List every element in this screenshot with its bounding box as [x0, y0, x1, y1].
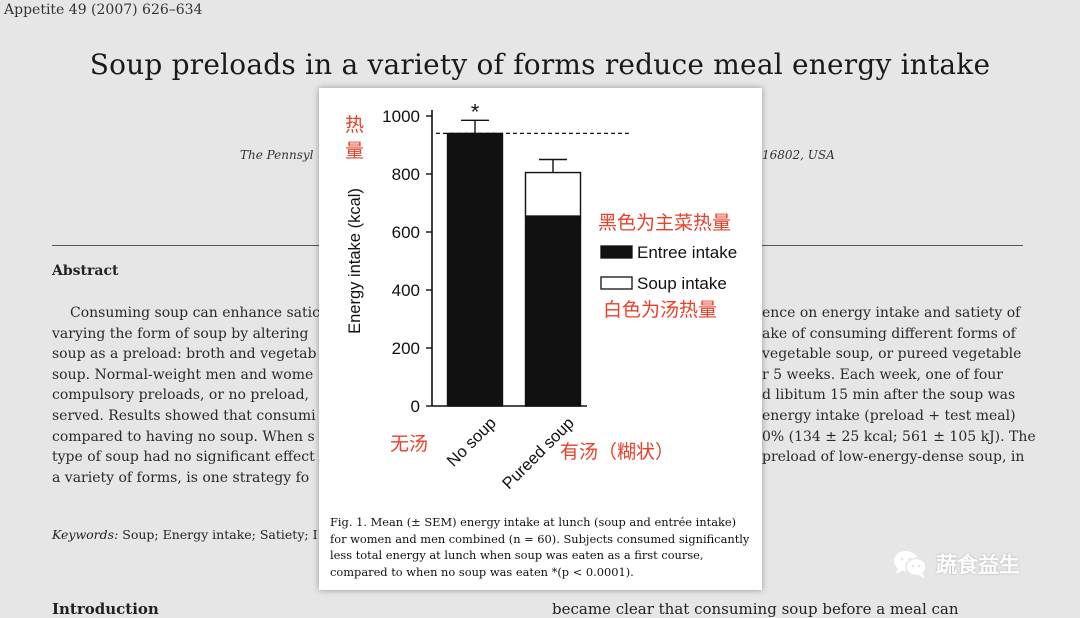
y-axis-label: Energy intake (kcal) [346, 188, 364, 334]
energy-intake-chart: 0 200 400 600 800 1000 Energy intake (kcal) No … [346, 99, 737, 493]
abstract-line: 0% (134 ± 25 kcal; 561 ± 105 kJ). The [762, 428, 1036, 445]
body-text-fragment: became clear that consuming soup before … [552, 600, 959, 618]
x-tick-label: No soup [444, 414, 500, 470]
y-tick-label: 200 [392, 339, 420, 358]
annotation-with-soup: 有汤（糊状） [560, 441, 675, 463]
affiliation-fragment-left: The Pennsyl [240, 148, 314, 162]
abstract-line: compulsory preloads, or no preload, [52, 387, 309, 404]
annotation-black-entree: 黑色为主菜热量 [598, 212, 732, 234]
abstract-line: r 5 weeks. Each week, one of four [762, 366, 1003, 383]
wechat-icon [894, 551, 927, 578]
watermark-text: 蔬食益生 [936, 553, 1020, 577]
keywords-text: Soup; Energy intake; Satiety; I [118, 527, 318, 542]
y-tick-label: 400 [392, 281, 420, 300]
keywords-label: Keywords: [52, 527, 119, 542]
abstract-line: Consuming soup can enhance satic [70, 305, 320, 321]
annotation-white-soup: 白色为汤热量 [603, 299, 718, 321]
introduction-heading: Introduction [52, 600, 159, 618]
y-tick-label: 800 [392, 165, 420, 184]
annotation-calories: 热量 [345, 114, 365, 162]
abstract-line: vegetable soup, or pureed vegetable [762, 346, 1022, 363]
legend-swatch [600, 245, 633, 259]
y-tick-label: 1000 [382, 107, 420, 126]
significance-marker: * [471, 99, 480, 124]
abstract-text-left: Consuming soup can enhance satic varying… [52, 303, 320, 488]
bar-entree [446, 132, 504, 407]
figure-caption: Fig. 1. Mean (± SEM) energy intake at lu… [330, 515, 750, 579]
abstract-line: served. Results showed that consumi [52, 407, 316, 424]
y-tick-label: 0 [411, 397, 420, 416]
y-tick-label: 600 [392, 223, 420, 242]
journal-reference: Appetite 49 (2007) 626–634 [4, 2, 203, 18]
affiliation-fragment-right: 16802, USA [762, 148, 835, 162]
abstract-line: varying the form of soup by altering [52, 325, 309, 342]
bar-entree [524, 215, 582, 407]
legend-swatch [600, 276, 633, 290]
abstract-line: soup as a preload: broth and vegetab [52, 346, 317, 363]
legend-label: Soup intake [637, 274, 727, 293]
legend-label: Entree intake [637, 243, 737, 262]
annotation-no-soup: 无汤 [390, 433, 429, 455]
bar-soup [524, 171, 582, 217]
abstract-line: preload of low-energy-dense soup, in [762, 449, 1025, 466]
watermark: 蔬食益生 [892, 549, 1020, 579]
figure-card: 0 200 400 600 800 1000 Energy intake (kcal) No … [319, 88, 762, 590]
paper-title: Soup preloads in a variety of forms redu… [89, 48, 991, 81]
abstract-line: d libitum 15 min after the soup was [762, 387, 1016, 404]
abstract-line: a variety of forms, is one strategy fo [52, 469, 310, 486]
abstract-line: soup. Normal-weight men and wome [52, 366, 314, 383]
abstract-line: type of soup had no significant effect [52, 449, 315, 466]
abstract-text-right: ence on energy intake and satiety of ake… [762, 303, 1036, 468]
abstract-line: ake of consuming different forms of [762, 325, 1016, 342]
abstract-line: compared to having no soup. When s [52, 428, 315, 445]
abstract-heading: Abstract [52, 263, 119, 279]
keywords: Keywords: Soup; Energy intake; Satiety; … [52, 527, 318, 542]
abstract-line: ence on energy intake and satiety of [762, 305, 1021, 321]
abstract-line: energy intake (preload + test meal) [762, 407, 1016, 424]
